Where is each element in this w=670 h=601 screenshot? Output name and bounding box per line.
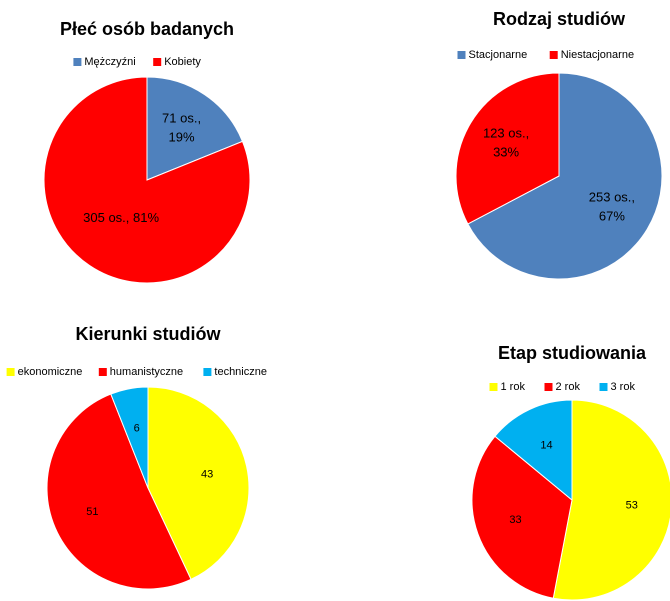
pie-slice	[494, 399, 573, 502]
pie-slice	[552, 399, 670, 601]
legend-swatch	[98, 368, 107, 376]
data-label: 305 os., 81%	[83, 210, 159, 225]
chart-title: Kierunki studiów	[75, 324, 221, 344]
legend-label: ekonomiczne	[18, 366, 83, 378]
chart-title: Rodzaj studiów	[493, 9, 626, 29]
pie-slice	[146, 76, 244, 181]
legend-label: Niestacjonarne	[561, 49, 634, 61]
pie-slice	[455, 72, 560, 225]
legend-swatch	[73, 58, 82, 66]
pie-slice	[467, 72, 663, 280]
chart-title: Płeć osób badanych	[60, 19, 234, 39]
chart-title: Etap studiowania	[498, 343, 647, 363]
data-label: 71 os., 19%	[162, 111, 201, 145]
legend-label: Kobiety	[164, 56, 201, 68]
data-label: 53	[626, 500, 638, 512]
pie-slice	[110, 386, 149, 489]
legend-swatch	[599, 383, 608, 391]
legend-swatch	[544, 383, 553, 391]
legend-label: Stacjonarne	[469, 49, 528, 61]
legend-swatch	[203, 368, 212, 376]
legend-swatch	[489, 383, 498, 391]
legend-label: humanistyczne	[110, 366, 183, 378]
legend-swatch	[549, 51, 558, 59]
legend-swatch	[457, 51, 466, 59]
data-label: 43	[201, 469, 213, 481]
data-label: 6	[134, 422, 140, 434]
data-label: 51	[86, 506, 98, 518]
data-label: 14	[540, 440, 552, 452]
data-label: 123 os., 33%	[483, 126, 529, 160]
legend-label: techniczne	[214, 366, 267, 378]
pie-slice	[43, 76, 251, 284]
legend-label: 3 rok	[611, 381, 636, 393]
legend-label: Mężczyźni	[84, 56, 135, 68]
pie-slice	[46, 393, 192, 590]
pie-slice	[147, 386, 250, 581]
pie-slice	[471, 435, 573, 599]
data-label: 253 os., 67%	[589, 190, 635, 224]
data-label: 33	[509, 514, 521, 526]
legend-swatch	[153, 58, 162, 66]
legend-swatch	[6, 368, 15, 376]
legend-label: 2 rok	[556, 381, 581, 393]
legend-label: 1 rok	[501, 381, 526, 393]
